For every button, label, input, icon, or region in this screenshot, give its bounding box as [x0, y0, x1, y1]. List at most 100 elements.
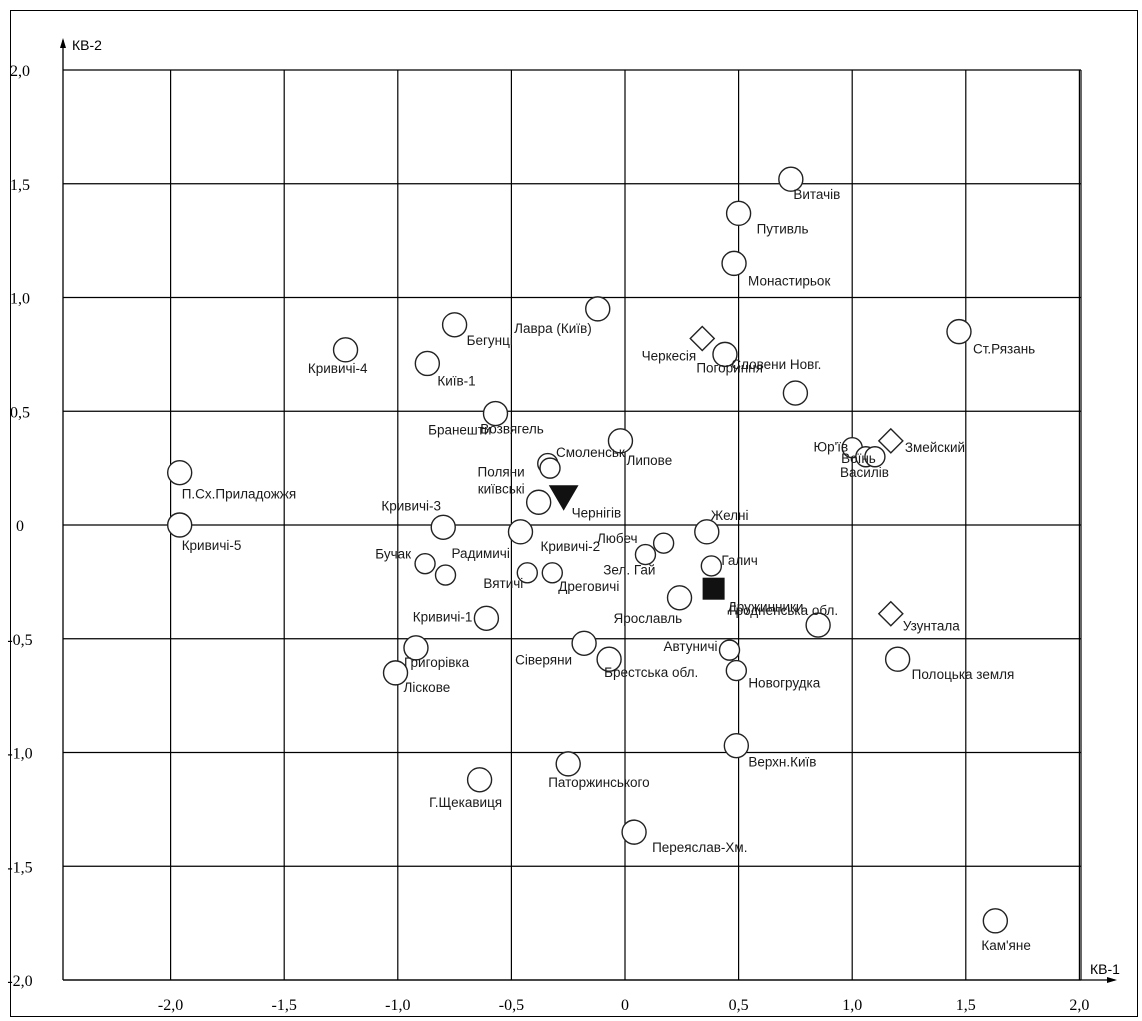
- point-48-label: Г.Щекавиця: [429, 795, 502, 810]
- point-9-label: Черкесія: [642, 348, 697, 363]
- point-42-marker: [718, 639, 741, 661]
- point-28-marker: [634, 543, 657, 566]
- point-14-label: Юр'їв: [814, 440, 849, 455]
- point-32-label: Вятичі: [483, 576, 523, 591]
- point-2-marker: [725, 200, 752, 227]
- point-31-marker: [434, 564, 457, 586]
- point-50-label: Кам'яне: [981, 938, 1031, 953]
- x-tick-label: 0: [621, 997, 629, 1014]
- point-35-marker: [666, 585, 693, 611]
- point-39-marker: [403, 635, 429, 661]
- point-49-label: Переяслав-Хм.: [652, 840, 747, 855]
- y-tick-label: 1,0: [10, 291, 30, 308]
- point-24-label: Кривичі-3: [381, 498, 441, 513]
- point-25-label: Кривичі-2: [540, 539, 600, 554]
- grid: [63, 69, 1082, 981]
- point-21-triangle-marker: [548, 485, 579, 511]
- point-33-label: Дреговичі: [558, 579, 619, 594]
- y-tick-label: 2,0: [10, 63, 30, 80]
- point-27-marker: [652, 532, 675, 554]
- point-4-label: Лавра (Київ): [514, 321, 592, 336]
- point-37-label: Гродненська обл.: [729, 603, 838, 618]
- x-tick-label: 2,0: [1069, 997, 1089, 1014]
- point-43-marker: [725, 659, 748, 682]
- point-50-marker: [982, 908, 1009, 934]
- point-21-label: Чернігів: [572, 506, 622, 521]
- point-29-label: Галич: [721, 553, 758, 568]
- x-axis-label: КВ-1: [1090, 961, 1120, 977]
- point-6-marker: [441, 312, 468, 338]
- point-44-label: Полоцька земля: [912, 667, 1015, 682]
- point-34-square-marker: [702, 577, 725, 600]
- point-11-marker: [782, 380, 809, 406]
- point-17-diamond-marker: [877, 427, 904, 454]
- point-36-label: Кривичі-1: [413, 609, 473, 624]
- y-tick-label: -0,5: [7, 632, 32, 649]
- point-45-label: Ліскове: [404, 680, 451, 695]
- point-20-marker: [525, 489, 552, 515]
- point-15-label: Воїнь: [841, 451, 876, 466]
- point-22-label: П.Сх.Приладожжя: [182, 487, 296, 502]
- y-tick-label: 0: [16, 518, 24, 535]
- point-29-marker: [700, 555, 723, 577]
- x-tick-label: -1,5: [272, 997, 297, 1014]
- point-8-label: Київ-1: [437, 373, 475, 388]
- point-5-label: Ст.Рязань: [973, 342, 1035, 357]
- point-8-marker: [414, 350, 441, 377]
- point-41-label: Брестська обл.: [604, 665, 698, 680]
- point-40-marker: [571, 630, 597, 656]
- point-1-label: Витачів: [793, 187, 840, 202]
- x-axis-arrow: [1107, 977, 1117, 983]
- point-19-label: Смоленськ: [556, 445, 625, 460]
- x-tick-label: -1,0: [385, 997, 410, 1014]
- point-34-label: Дружинники: [728, 600, 804, 615]
- point-16-marker: [864, 446, 886, 468]
- point-23-marker: [166, 512, 193, 538]
- point-labels: Витачів Путивль Монастирьок Лавра (Київ) Ст.…: [182, 187, 1036, 953]
- axes: [60, 38, 1117, 983]
- x-tick-label: -0,5: [499, 997, 524, 1014]
- point-26-marker: [694, 519, 720, 545]
- point-46-marker: [723, 732, 750, 759]
- point-41-marker: [596, 646, 622, 672]
- y-tick-label: 0,5: [10, 404, 30, 421]
- point-48-marker: [466, 767, 493, 793]
- point-20-label-line2: київські: [478, 481, 525, 496]
- point-11-label: Словени Новг.: [731, 357, 821, 372]
- point-13-label: Липове: [626, 453, 672, 468]
- data-points: [166, 166, 1009, 934]
- point-40-label: Сіверяни: [515, 652, 572, 667]
- point-12-label: Бранешти: [428, 423, 491, 438]
- point-47-label: Паторжинського: [548, 775, 649, 790]
- point-43-label: Новогрудка: [748, 676, 820, 691]
- point-20-label: Поляни: [478, 464, 525, 479]
- point-22-marker: [166, 459, 193, 486]
- point-10-marker: [712, 341, 738, 368]
- point-23-label: Кривичі-5: [182, 538, 242, 553]
- point-5-marker: [946, 318, 972, 345]
- point-32-marker: [516, 562, 539, 584]
- point-7-marker: [332, 337, 359, 363]
- point-47-marker: [555, 751, 581, 777]
- point-3-label: Монастирьок: [748, 273, 830, 288]
- point-30-label: Бучак: [375, 547, 411, 562]
- point-31-label: Радимичі: [452, 546, 510, 561]
- point-9-diamond-marker: [689, 325, 716, 352]
- chart-frame: [10, 10, 1138, 1017]
- y-tick-label: -1,5: [7, 859, 32, 876]
- point-46-label: Верхн.Київ: [748, 755, 816, 770]
- point-10-label: Погориння: [696, 360, 763, 375]
- point-37-marker: [805, 612, 831, 638]
- point-28-label: Зел. Гай: [603, 563, 655, 578]
- point-27-label: Любеч: [597, 531, 638, 546]
- point-13-marker: [607, 428, 634, 454]
- point-16-label: Василів: [840, 465, 889, 480]
- x-tick-label: 0,5: [729, 997, 749, 1014]
- tick-labels: -2,0 -1,5 -1,0 -0,5 0 0,5 1,0 1,5 2,0 2,0 1,5 1,0 0,…: [7, 63, 1089, 1014]
- point-2-label: Путивль: [757, 221, 809, 236]
- point-35-label: Ярославль: [614, 611, 683, 626]
- point-38-label: Узунтала: [903, 619, 960, 634]
- point-3-marker: [721, 250, 747, 277]
- y-axis-label: КВ-2: [72, 37, 102, 53]
